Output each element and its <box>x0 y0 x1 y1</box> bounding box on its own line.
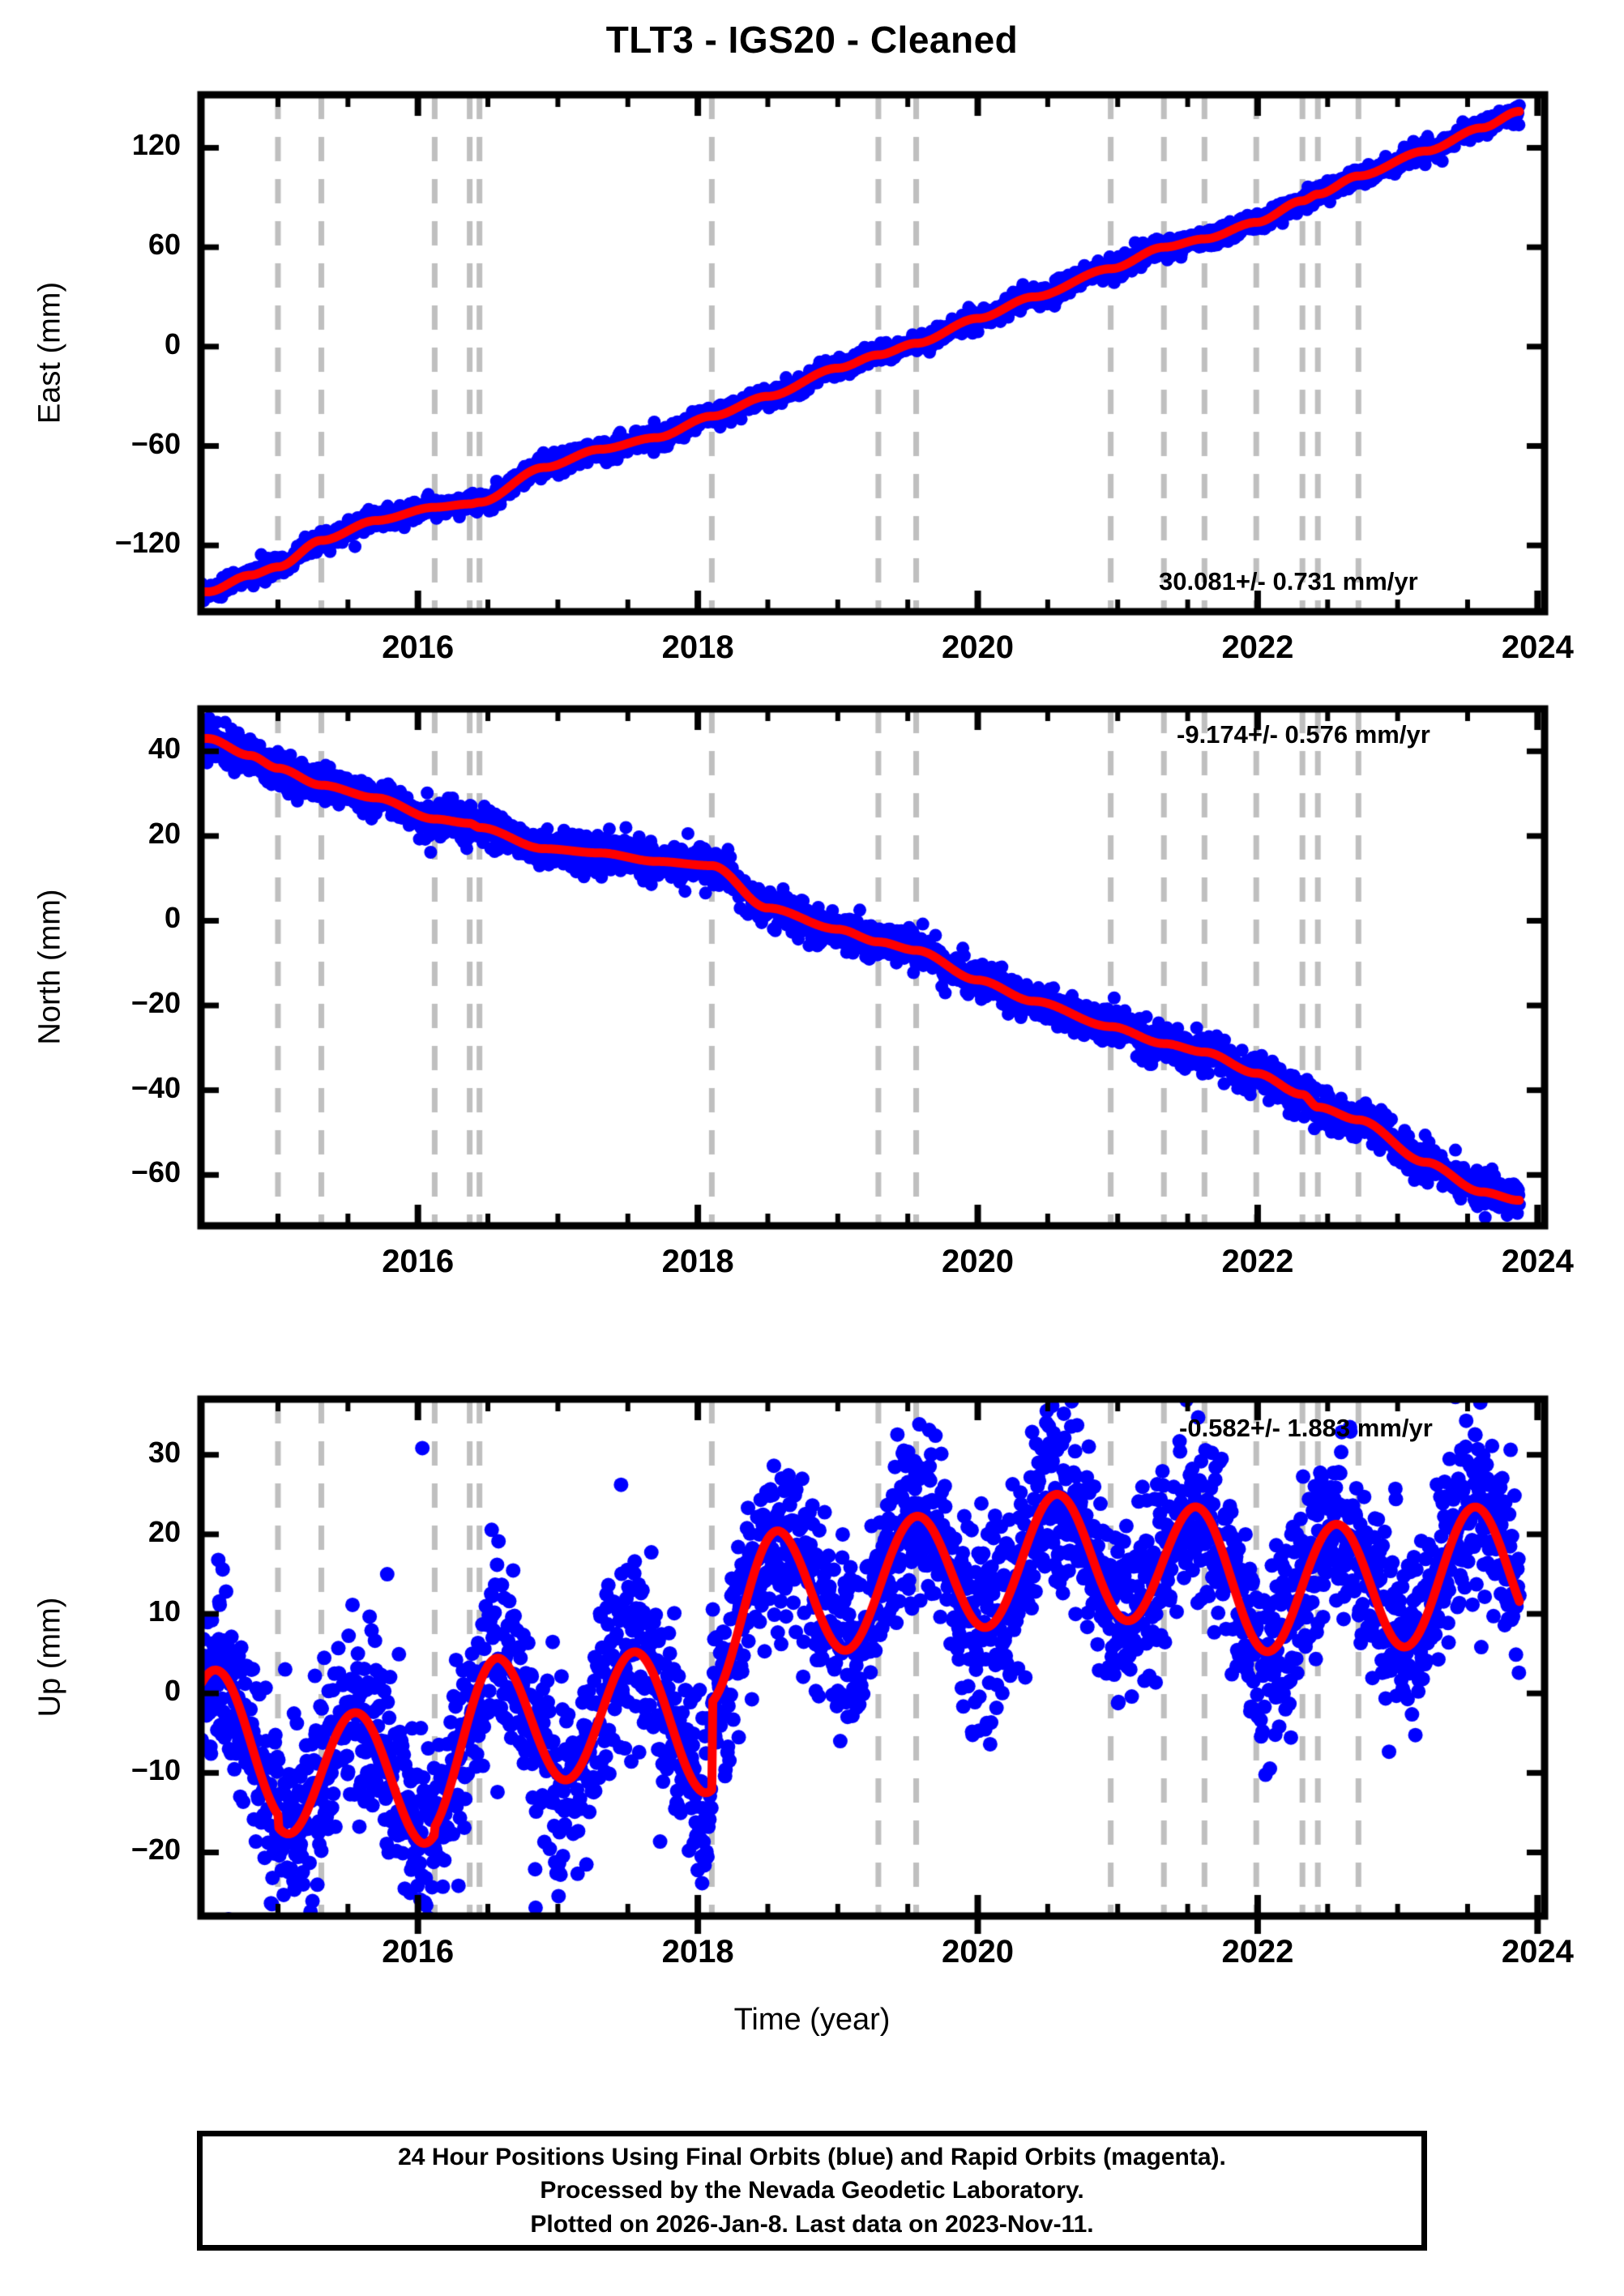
y-tick-label-north-4: −40 <box>130 1070 181 1104</box>
x-tick-label-east-0: 2016 <box>382 629 455 665</box>
x-tick-label-east-4: 2024 <box>1501 629 1574 665</box>
x-tick-label-east-1: 2018 <box>661 629 734 665</box>
y-tick-label-north-3: −20 <box>130 986 181 1020</box>
y-tick-label-east-3: −60 <box>130 426 181 460</box>
y-tick-label-north-5: −60 <box>130 1155 181 1189</box>
y-tick-label-up-5: −20 <box>130 1833 181 1867</box>
x-tick-label-up-3: 2022 <box>1221 1934 1294 1970</box>
x-tick-label-east-2: 2020 <box>942 629 1015 665</box>
y-tick-label-up-2: 10 <box>147 1594 181 1628</box>
x-tick-label-up-0: 2016 <box>382 1934 455 1970</box>
footer-line-dates: Plotted on 2026-Jan-8. Last data on 2023… <box>530 2210 1094 2238</box>
y-tick-label-east-1: 60 <box>147 228 181 262</box>
rate-annotation-up: -0.582+/- 1.883 mm/yr <box>1179 1414 1433 1442</box>
y-tick-label-east-2: 0 <box>164 326 181 361</box>
x-tick-label-north-3: 2022 <box>1221 1244 1294 1279</box>
x-tick-label-north-2: 2020 <box>942 1244 1015 1279</box>
x-tick-label-up-2: 2020 <box>942 1934 1015 1970</box>
y-tick-label-east-4: −120 <box>114 526 181 560</box>
footer-line-orbits: 24 Hour Positions Using Final Orbits (bl… <box>398 2143 1226 2170</box>
x-axis-label: Time (year) <box>733 2003 891 2037</box>
x-tick-label-up-1: 2018 <box>661 1934 734 1970</box>
y-tick-label-up-3: 0 <box>164 1674 181 1708</box>
rate-annotation-north: -9.174+/- 0.576 mm/yr <box>1177 720 1430 749</box>
footer-note-box: 24 Hour Positions Using Final Orbits (bl… <box>197 2131 1427 2251</box>
y-tick-label-east-0: 120 <box>131 128 181 162</box>
y-tick-label-north-1: 20 <box>147 816 181 850</box>
x-tick-label-north-0: 2016 <box>382 1244 455 1279</box>
y-tick-label-north-2: 0 <box>164 901 181 935</box>
x-tick-label-north-1: 2018 <box>661 1244 734 1279</box>
page-title: TLT3 - IGS20 - Cleaned <box>605 19 1019 61</box>
x-tick-label-east-3: 2022 <box>1221 629 1294 665</box>
x-tick-label-up-4: 2024 <box>1501 1934 1574 1970</box>
y-axis-label-north: North (mm) <box>32 889 67 1045</box>
y-tick-label-up-1: 20 <box>147 1514 181 1548</box>
y-tick-label-up-0: 30 <box>147 1435 181 1469</box>
rate-annotation-east: 30.081+/- 0.731 mm/yr <box>1159 567 1418 595</box>
y-tick-label-north-0: 40 <box>147 732 181 766</box>
footer-line-processor: Processed by the Nevada Geodetic Laborat… <box>540 2177 1084 2204</box>
y-tick-label-up-4: −10 <box>130 1753 181 1787</box>
x-tick-label-north-4: 2024 <box>1501 1244 1574 1279</box>
